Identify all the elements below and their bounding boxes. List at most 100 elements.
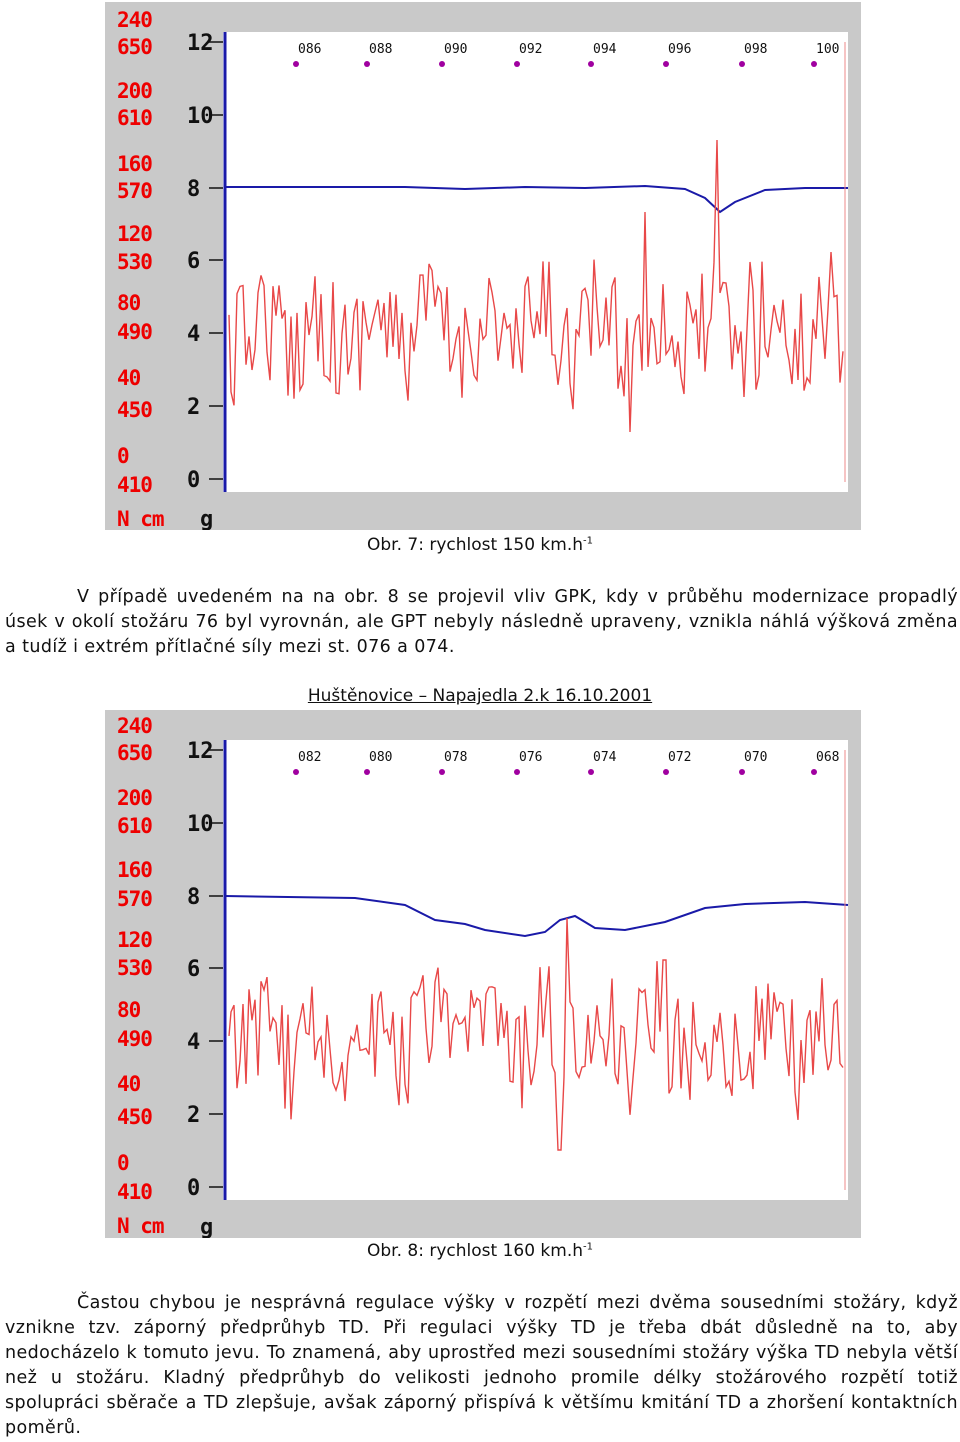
scale-force-label: 240 <box>117 714 153 738</box>
paragraph-1-text: V případě uvedeném na na obr. 8 se proje… <box>5 587 958 657</box>
scale-height-label: 450 <box>117 398 153 422</box>
scale-force-label: 80 <box>117 291 141 315</box>
contact-wire-height-line <box>225 184 848 214</box>
scale-force-label: 120 <box>117 928 153 952</box>
scale-force-label: 240 <box>117 8 153 32</box>
scale-height-label: 610 <box>117 106 153 130</box>
scale-height-label: 530 <box>117 250 153 274</box>
mast-number-label: 080 <box>369 750 392 765</box>
force-height-scale: 240 650 200 610 160 570 120 530 80 490 4… <box>105 2 171 531</box>
scale-force-label: 120 <box>117 222 153 246</box>
mast-marker <box>364 61 370 67</box>
mast-number-label: 090 <box>444 42 467 57</box>
mast-marker <box>739 769 745 775</box>
scale-unit-label: N cm <box>117 1214 165 1238</box>
scale-force-label: 160 <box>117 858 153 882</box>
unit-label: g <box>200 1215 213 1238</box>
caption-superscript: -1 <box>583 535 593 547</box>
mast-marker <box>364 769 370 775</box>
mast-number-label: 076 <box>519 750 542 765</box>
contact-force-line <box>228 917 844 1151</box>
scale-height-label: 610 <box>117 814 153 838</box>
scale-force-label: 40 <box>117 1072 141 1096</box>
y-tick-label: 4 <box>187 322 200 347</box>
mast-number-label: 082 <box>298 750 321 765</box>
figure-1-caption: Obr. 7: rychlost 150 km.h-1 <box>0 535 960 555</box>
scale-height-label: 410 <box>117 473 153 497</box>
mast-number-label: 088 <box>369 42 392 57</box>
scale-force-label: 0 <box>117 444 130 468</box>
force-height-scale: 240 650 200 610 160 570 120 530 80 490 4… <box>105 710 171 1238</box>
mast-marker <box>588 61 594 67</box>
mast-number-label: 068 <box>816 750 839 765</box>
mast-marker <box>439 769 445 775</box>
figure-2: 240 650 200 610 160 570 120 530 80 490 4… <box>105 710 861 1238</box>
mast-number-label: 098 <box>744 42 767 57</box>
plot-figure-1: 12 10 8 6 4 2 0g 086 088 090 092 094 096 098 100 <box>187 31 848 530</box>
y-tick-label: 12 <box>187 31 214 56</box>
caption-text: Obr. 7: rychlost 150 km.h <box>367 535 584 555</box>
mast-marker <box>293 61 299 67</box>
scale-height-label: 570 <box>117 887 153 911</box>
mast-number-label: 074 <box>593 750 617 765</box>
y-tick-label: 10 <box>187 104 214 129</box>
contact-force-line <box>228 139 844 433</box>
mast-number-label: 072 <box>668 750 691 765</box>
y-tick-label: 4 <box>187 1030 200 1055</box>
y-tick-label: 2 <box>187 395 200 420</box>
paragraph-2-text: Častou chybou je nesprávná regulace výšk… <box>5 1293 958 1438</box>
mast-number-label: 094 <box>593 42 617 57</box>
scale-height-label: 650 <box>117 741 153 765</box>
contact-wire-height-line <box>224 895 849 938</box>
scale-height-label: 450 <box>117 1105 153 1129</box>
mast-number-label: 100 <box>816 42 839 57</box>
y-tick-label: 0 <box>187 1176 200 1201</box>
scale-height-label: 490 <box>117 1027 153 1051</box>
mast-marker <box>739 61 745 67</box>
y-tick-label: 6 <box>187 249 200 274</box>
scale-force-label: 200 <box>117 786 153 810</box>
graph-2-title: Huštěnovice – Napajedla 2.k 16.10.2001 <box>307 686 653 706</box>
y-tick-label: 6 <box>187 957 200 982</box>
paragraph-1: V případě uvedeném na na obr. 8 se proje… <box>5 585 958 660</box>
y-tick-label: 0 <box>187 468 200 493</box>
scale-force-label: 40 <box>117 366 141 390</box>
figure-1: 240 650 200 610 160 570 120 530 80 490 4… <box>105 2 861 531</box>
y-tick-label: 2 <box>187 1103 200 1128</box>
mast-marker <box>514 61 520 67</box>
mast-number-label: 078 <box>444 750 467 765</box>
mast-marker <box>439 61 445 67</box>
plot-area <box>223 740 848 1200</box>
mast-marker <box>663 61 669 67</box>
y-tick-label: 12 <box>187 739 214 764</box>
scale-height-label: 570 <box>117 179 153 203</box>
scale-force-label: 0 <box>117 1151 130 1175</box>
caption-text: Obr. 8: rychlost 160 km.h <box>367 1241 584 1261</box>
mast-marker <box>588 769 594 775</box>
caption-superscript: -1 <box>583 1241 593 1253</box>
scale-force-label: 80 <box>117 998 141 1022</box>
scale-force-label: 160 <box>117 152 153 176</box>
mast-marker <box>293 769 299 775</box>
figure-2-caption: Obr. 8: rychlost 160 km.h-1 <box>0 1241 960 1261</box>
mast-number-label: 086 <box>298 42 321 57</box>
plot-figure-2: 12 10 8 6 4 2 0g 082 080 078 076 074 072 070 068 <box>187 739 849 1238</box>
mast-number-label: 070 <box>744 750 767 765</box>
scale-force-label: 200 <box>117 79 153 103</box>
scale-height-label: 530 <box>117 956 153 980</box>
y-tick-label: 8 <box>187 177 200 202</box>
scale-height-label: 650 <box>117 35 153 59</box>
y-tick-label: 8 <box>187 885 200 910</box>
mast-marker <box>663 769 669 775</box>
unit-label: g <box>200 507 213 530</box>
mast-marker <box>514 769 520 775</box>
paragraph-2: Častou chybou je nesprávná regulace výšk… <box>5 1291 958 1441</box>
mast-marker <box>811 769 817 775</box>
y-tick-label: 10 <box>187 812 214 837</box>
scale-unit-label: N cm <box>117 507 165 531</box>
mast-number-label: 096 <box>668 42 691 57</box>
scale-height-label: 490 <box>117 320 153 344</box>
mast-number-label: 092 <box>519 42 542 57</box>
plot-area <box>223 32 848 492</box>
scale-height-label: 410 <box>117 1180 153 1204</box>
